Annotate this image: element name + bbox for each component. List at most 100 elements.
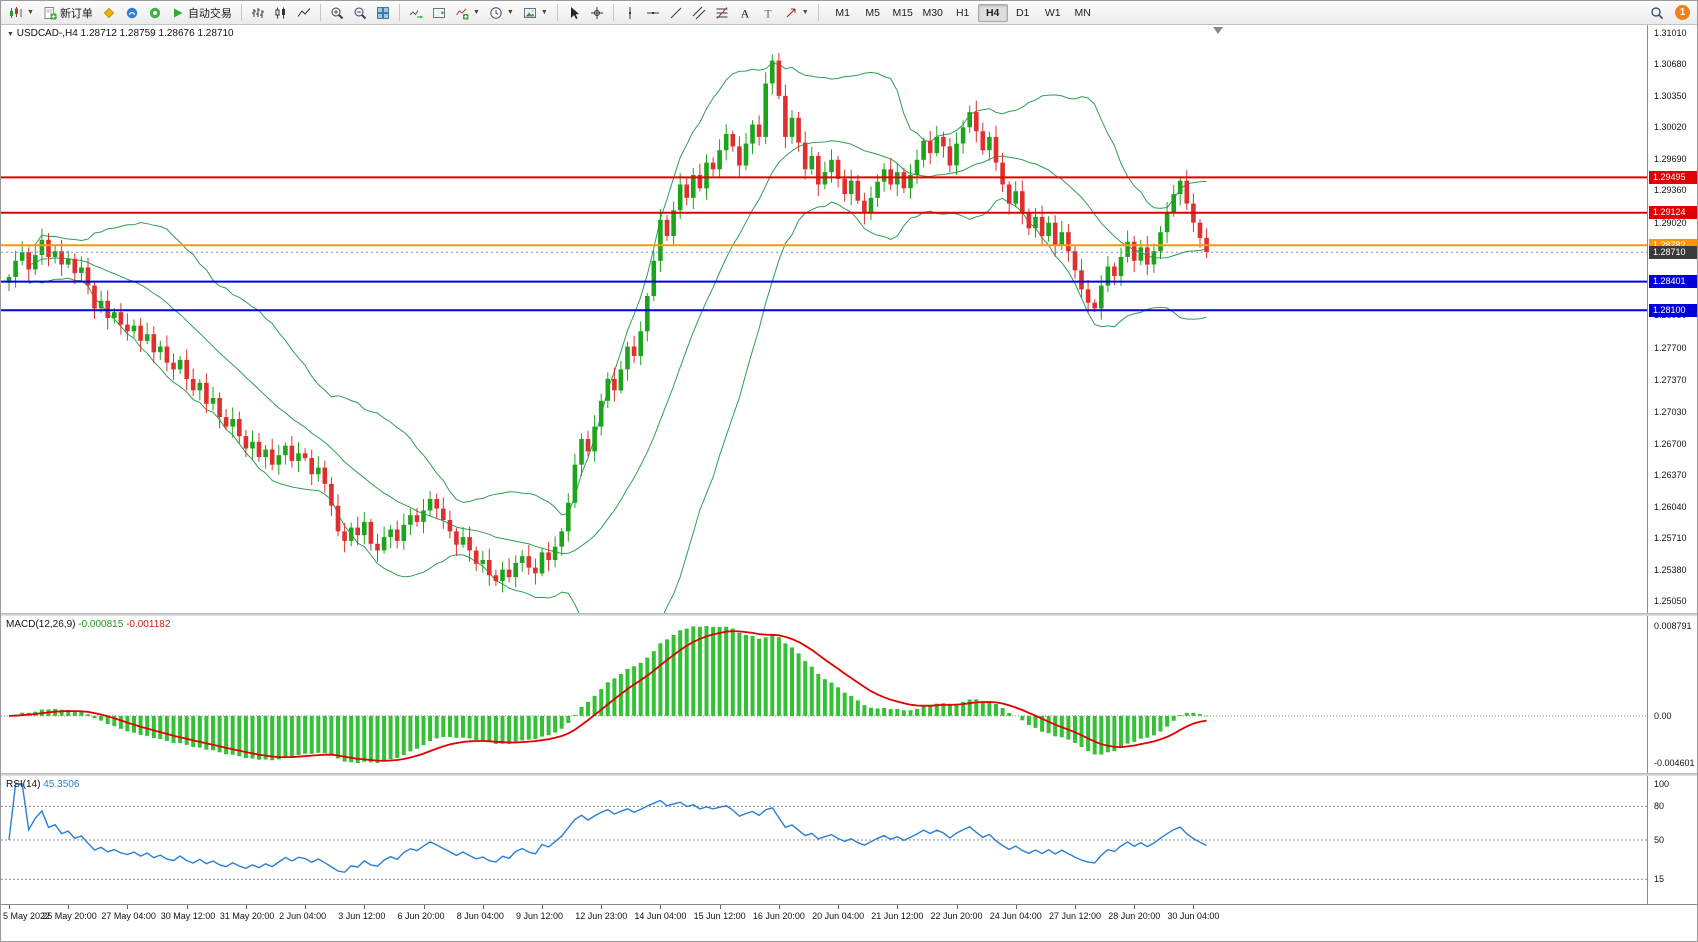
ohlc-high: 1.28759 — [119, 28, 156, 39]
price-level-tag[interactable]: 1.29124 — [1649, 206, 1697, 220]
community-button[interactable] — [144, 3, 166, 23]
market-diamond-icon — [103, 7, 115, 18]
text-button[interactable]: A — [734, 3, 756, 23]
toolbar-separator — [319, 4, 321, 21]
price-pane[interactable]: ▼ USDCAD-,H4 1.28712 1.28759 1.28676 1.2… — [1, 25, 1647, 613]
vertical-line-button[interactable] — [619, 3, 641, 23]
price-chart[interactable] — [1, 25, 1647, 613]
price-axis-tick: 1.26370 — [1654, 470, 1687, 481]
chart-shift-icon — [432, 7, 445, 18]
chart-symbol-timeframe: USDCAD-,H4 — [16, 28, 78, 39]
market-button[interactable] — [98, 3, 120, 23]
templates-button[interactable]: ▼ — [519, 3, 552, 23]
timeframe-m5-button[interactable]: M5 — [865, 6, 880, 19]
horizontal-line-icon — [646, 11, 659, 14]
time-axis-tick — [1075, 905, 1076, 909]
channel-button[interactable] — [688, 3, 710, 23]
line-chart-mode-button[interactable] — [293, 3, 315, 23]
search-button[interactable] — [1646, 3, 1668, 23]
bar-chart-icon — [251, 7, 264, 18]
timeframe-d1-button[interactable]: D1 — [1015, 6, 1030, 19]
zoom-in-button[interactable] — [326, 3, 348, 23]
time-axis-tick — [601, 905, 603, 909]
cursor-button[interactable] — [563, 3, 585, 23]
time-axis-label: 20 Jun 04:00 — [812, 911, 865, 921]
price-level-tag[interactable]: 1.28401 — [1649, 275, 1697, 289]
price-axis-tick: 1.30020 — [1654, 122, 1687, 133]
arrow-object-icon — [786, 8, 796, 17]
timeframe-m15-button[interactable]: M15 — [892, 6, 913, 19]
rsi-chart[interactable] — [1, 776, 1647, 904]
timeframe-h4-button[interactable]: H4 — [977, 3, 1008, 22]
zoom-in-icon — [331, 7, 344, 19]
auto-trading-button[interactable]: 自动交易 — [167, 3, 236, 23]
candlestick-chart-icon — [10, 6, 22, 18]
periods-button[interactable]: ▼ — [485, 3, 518, 23]
crosshair-button[interactable] — [586, 3, 608, 23]
timeframe-w1-button[interactable]: W1 — [1044, 6, 1061, 19]
price-axis-tick: 1.25380 — [1654, 564, 1687, 575]
time-axis[interactable]: 5 May 2022 25 May 20:00 27 May 04:00 30 May… — [1, 904, 1697, 941]
price-axis[interactable]: 1.31010 1.30680 1.30350 1.30020 1.29690 1.293… — [1648, 25, 1697, 904]
tile-windows-button[interactable] — [372, 3, 394, 23]
search-icon — [1651, 6, 1664, 19]
symbol-dropdown-caret-icon[interactable]: ▼ — [7, 31, 14, 38]
price-level-tag[interactable]: 1.29495 — [1649, 170, 1697, 184]
rsi-title: RSI(14) — [6, 779, 41, 790]
timeframe-m30-button[interactable]: M30 — [922, 6, 943, 19]
time-axis-tick — [482, 905, 484, 909]
auto-scroll-button[interactable] — [405, 3, 427, 23]
trendline-button[interactable] — [665, 3, 687, 23]
signals-icon — [126, 7, 138, 18]
pane-separator-macd[interactable] — [1, 613, 1697, 616]
time-axis-tick — [186, 905, 188, 909]
rsi-chart-canvas[interactable] — [1, 776, 1647, 904]
time-axis-label: 9 Jun 12:00 — [516, 911, 564, 921]
time-axis-label: 16 Jun 20:00 — [752, 911, 805, 921]
signals-button[interactable] — [121, 3, 143, 23]
svg-text:T: T — [764, 6, 772, 20]
macd-chart[interactable] — [1, 616, 1647, 773]
price-chart-canvas[interactable] — [1, 25, 1647, 613]
price-level-tag[interactable]: 1.28710 — [1649, 245, 1697, 259]
macd-pane[interactable]: MACD(12,26,9) -0.000815 -0.001182 — [1, 616, 1647, 773]
rsi-axis-tick: 100 — [1654, 779, 1670, 789]
chart-shift-button[interactable] — [428, 3, 450, 23]
horizontal-line-button[interactable] — [642, 3, 664, 23]
new-order-button[interactable]: 新订单 — [39, 3, 97, 23]
channel-icon — [692, 6, 706, 19]
fibonacci-button[interactable] — [711, 3, 733, 23]
price-axis-tick: 1.25710 — [1654, 533, 1687, 544]
time-axis-label: 27 May 04:00 — [101, 911, 156, 921]
label-button[interactable]: T — [757, 3, 779, 23]
time-axis-label: 27 Jun 12:00 — [1049, 911, 1102, 921]
rsi-pane[interactable]: RSI(14) 45.3506 — [1, 776, 1647, 904]
price-axis-border — [1647, 25, 1648, 904]
zoom-out-button[interactable] — [349, 3, 371, 23]
toolbar-separator — [612, 4, 614, 21]
timeframe-mn-button[interactable]: MN — [1074, 6, 1091, 19]
toolbar-separator — [240, 4, 242, 21]
time-axis-tick — [1134, 905, 1136, 909]
timeframe-m1-button[interactable]: M1 — [835, 6, 850, 19]
toolbar-right-group: 1 — [1646, 3, 1693, 23]
macd-axis-tick: 0.008791 — [1654, 621, 1692, 631]
time-axis-tick — [423, 905, 425, 909]
bar-chart-mode-button[interactable] — [247, 3, 269, 23]
pane-separator-rsi[interactable] — [1, 773, 1697, 776]
time-axis-label: 30 Jun 04:00 — [1167, 911, 1220, 921]
candlestick-mode-button[interactable] — [270, 3, 292, 23]
play-icon — [173, 8, 183, 17]
candlestick-icon — [275, 7, 285, 18]
arrows-button[interactable]: ▼ — [780, 3, 813, 23]
price-level-tag[interactable]: 1.28100 — [1649, 303, 1697, 317]
notification-badge[interactable]: 1 — [1675, 5, 1690, 20]
charts-menu-button[interactable]: ▼ — [5, 3, 38, 23]
timeframe-h1-button[interactable]: H1 — [955, 6, 970, 19]
macd-label: MACD(12,26,9) -0.000815 -0.001182 — [6, 619, 170, 630]
macd-chart-canvas[interactable] — [1, 616, 1647, 773]
tile-windows-icon — [376, 6, 389, 19]
indicators-button[interactable]: ▼ — [451, 3, 484, 23]
price-axis-tick: 1.29360 — [1654, 185, 1687, 196]
time-axis-label: 21 Jun 12:00 — [871, 911, 924, 921]
